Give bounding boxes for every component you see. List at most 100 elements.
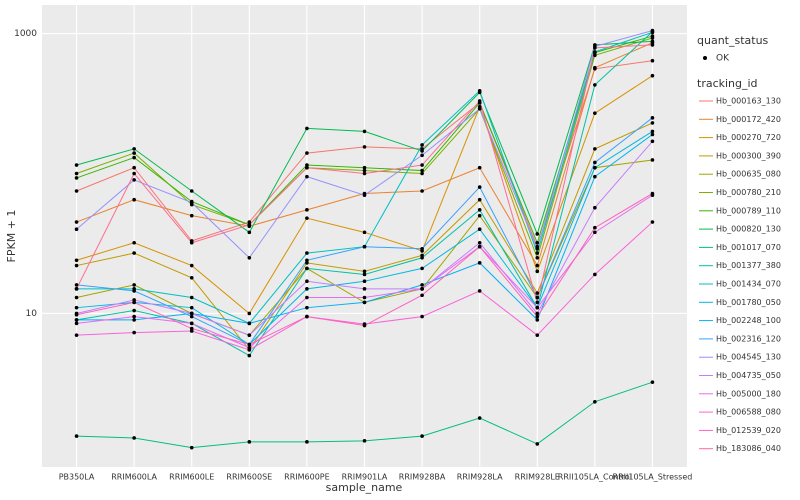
data-point — [305, 440, 309, 444]
data-point — [189, 321, 194, 326]
data-point — [535, 305, 540, 310]
data-point — [535, 442, 540, 446]
data-point — [247, 440, 252, 444]
data-point — [593, 46, 597, 50]
data-point — [247, 255, 252, 260]
data-point — [593, 147, 597, 151]
data-point — [247, 353, 252, 358]
data-point — [420, 168, 424, 173]
data-point — [362, 287, 367, 291]
legend-label: Hb_000270_720 — [716, 133, 781, 142]
legend-label: Hb_012539_020 — [716, 426, 781, 435]
data-point — [74, 333, 79, 337]
data-point — [74, 287, 79, 291]
data-point — [420, 143, 424, 147]
data-point — [305, 251, 309, 255]
data-point — [477, 261, 482, 265]
legend-label: Hb_000820_130 — [716, 225, 781, 234]
x-tick-label: PB350LA — [59, 473, 95, 482]
data-point — [189, 295, 194, 300]
data-point — [305, 314, 309, 319]
data-point — [362, 279, 367, 284]
legend-label: Hb_183086_040 — [716, 444, 781, 453]
data-point — [593, 205, 597, 210]
legend-label: Hb_004735_050 — [716, 371, 781, 380]
x-tick-label: RRIM928BA — [399, 473, 446, 482]
data-point — [305, 258, 309, 263]
x-tick-label: RRIM600LE — [169, 473, 214, 482]
legend-label: Hb_005000_180 — [716, 389, 781, 398]
data-point — [477, 213, 482, 218]
data-point — [362, 230, 367, 235]
data-point — [189, 189, 194, 193]
legend-label: Hb_000163_130 — [716, 97, 781, 106]
legend-title: quant_status — [697, 34, 769, 47]
data-point — [305, 208, 309, 212]
data-point — [74, 163, 79, 167]
data-point — [535, 314, 540, 319]
data-point — [477, 107, 482, 111]
data-point — [362, 193, 367, 198]
data-point — [535, 333, 540, 337]
data-point — [535, 263, 540, 268]
data-point — [362, 165, 367, 170]
legend-label: Hb_004545_130 — [716, 353, 781, 362]
x-tick-label: RRIM600PE — [284, 473, 330, 482]
x-axis-label: sample_name — [326, 481, 403, 494]
data-point — [593, 165, 597, 170]
legend-label: Hb_001017_070 — [716, 243, 781, 252]
data-point — [247, 321, 252, 326]
data-point — [477, 289, 482, 293]
data-point — [477, 244, 482, 249]
data-point — [189, 263, 194, 268]
x-tick-label: RRIM600SE — [226, 473, 272, 482]
data-point — [305, 165, 309, 170]
data-point — [477, 208, 482, 212]
data-point — [74, 305, 79, 310]
data-point — [362, 323, 367, 328]
data-point — [132, 308, 136, 313]
data-point — [420, 163, 424, 167]
data-point — [132, 240, 136, 245]
data-point — [74, 220, 79, 224]
data-point — [650, 191, 655, 196]
data-point — [247, 342, 252, 347]
data-point — [593, 65, 597, 70]
y-tick-label: 1000 — [14, 29, 37, 39]
data-point — [477, 165, 482, 170]
data-point — [593, 399, 597, 404]
data-point — [305, 279, 309, 284]
data-point — [593, 225, 597, 230]
data-point — [420, 255, 424, 260]
data-point — [132, 155, 136, 160]
data-point — [305, 126, 309, 131]
data-point — [593, 272, 597, 277]
data-point — [132, 300, 136, 305]
legend-label: Hb_006588_080 — [716, 408, 781, 417]
data-point — [74, 189, 79, 193]
data-point — [362, 145, 367, 149]
data-point — [362, 244, 367, 249]
data-point — [132, 151, 136, 155]
data-point — [132, 147, 136, 151]
data-point — [305, 151, 309, 155]
legend-label: Hb_002248_100 — [716, 316, 781, 325]
legend-label: Hb_000780_210 — [716, 188, 781, 197]
x-tick-label: RRIM928LE — [515, 473, 560, 482]
data-point — [535, 232, 540, 236]
data-point — [247, 223, 252, 227]
data-point — [362, 171, 367, 176]
data-point — [593, 53, 597, 58]
data-point — [650, 220, 655, 224]
data-point — [132, 251, 136, 255]
data-point — [189, 240, 194, 245]
data-point — [650, 380, 655, 384]
legend-label: OK — [716, 54, 730, 64]
data-point — [420, 293, 424, 298]
data-point — [132, 165, 136, 170]
data-point — [189, 314, 194, 319]
legend-key — [703, 56, 707, 60]
data-point — [189, 445, 194, 450]
data-point — [535, 240, 540, 245]
data-point — [74, 312, 79, 317]
